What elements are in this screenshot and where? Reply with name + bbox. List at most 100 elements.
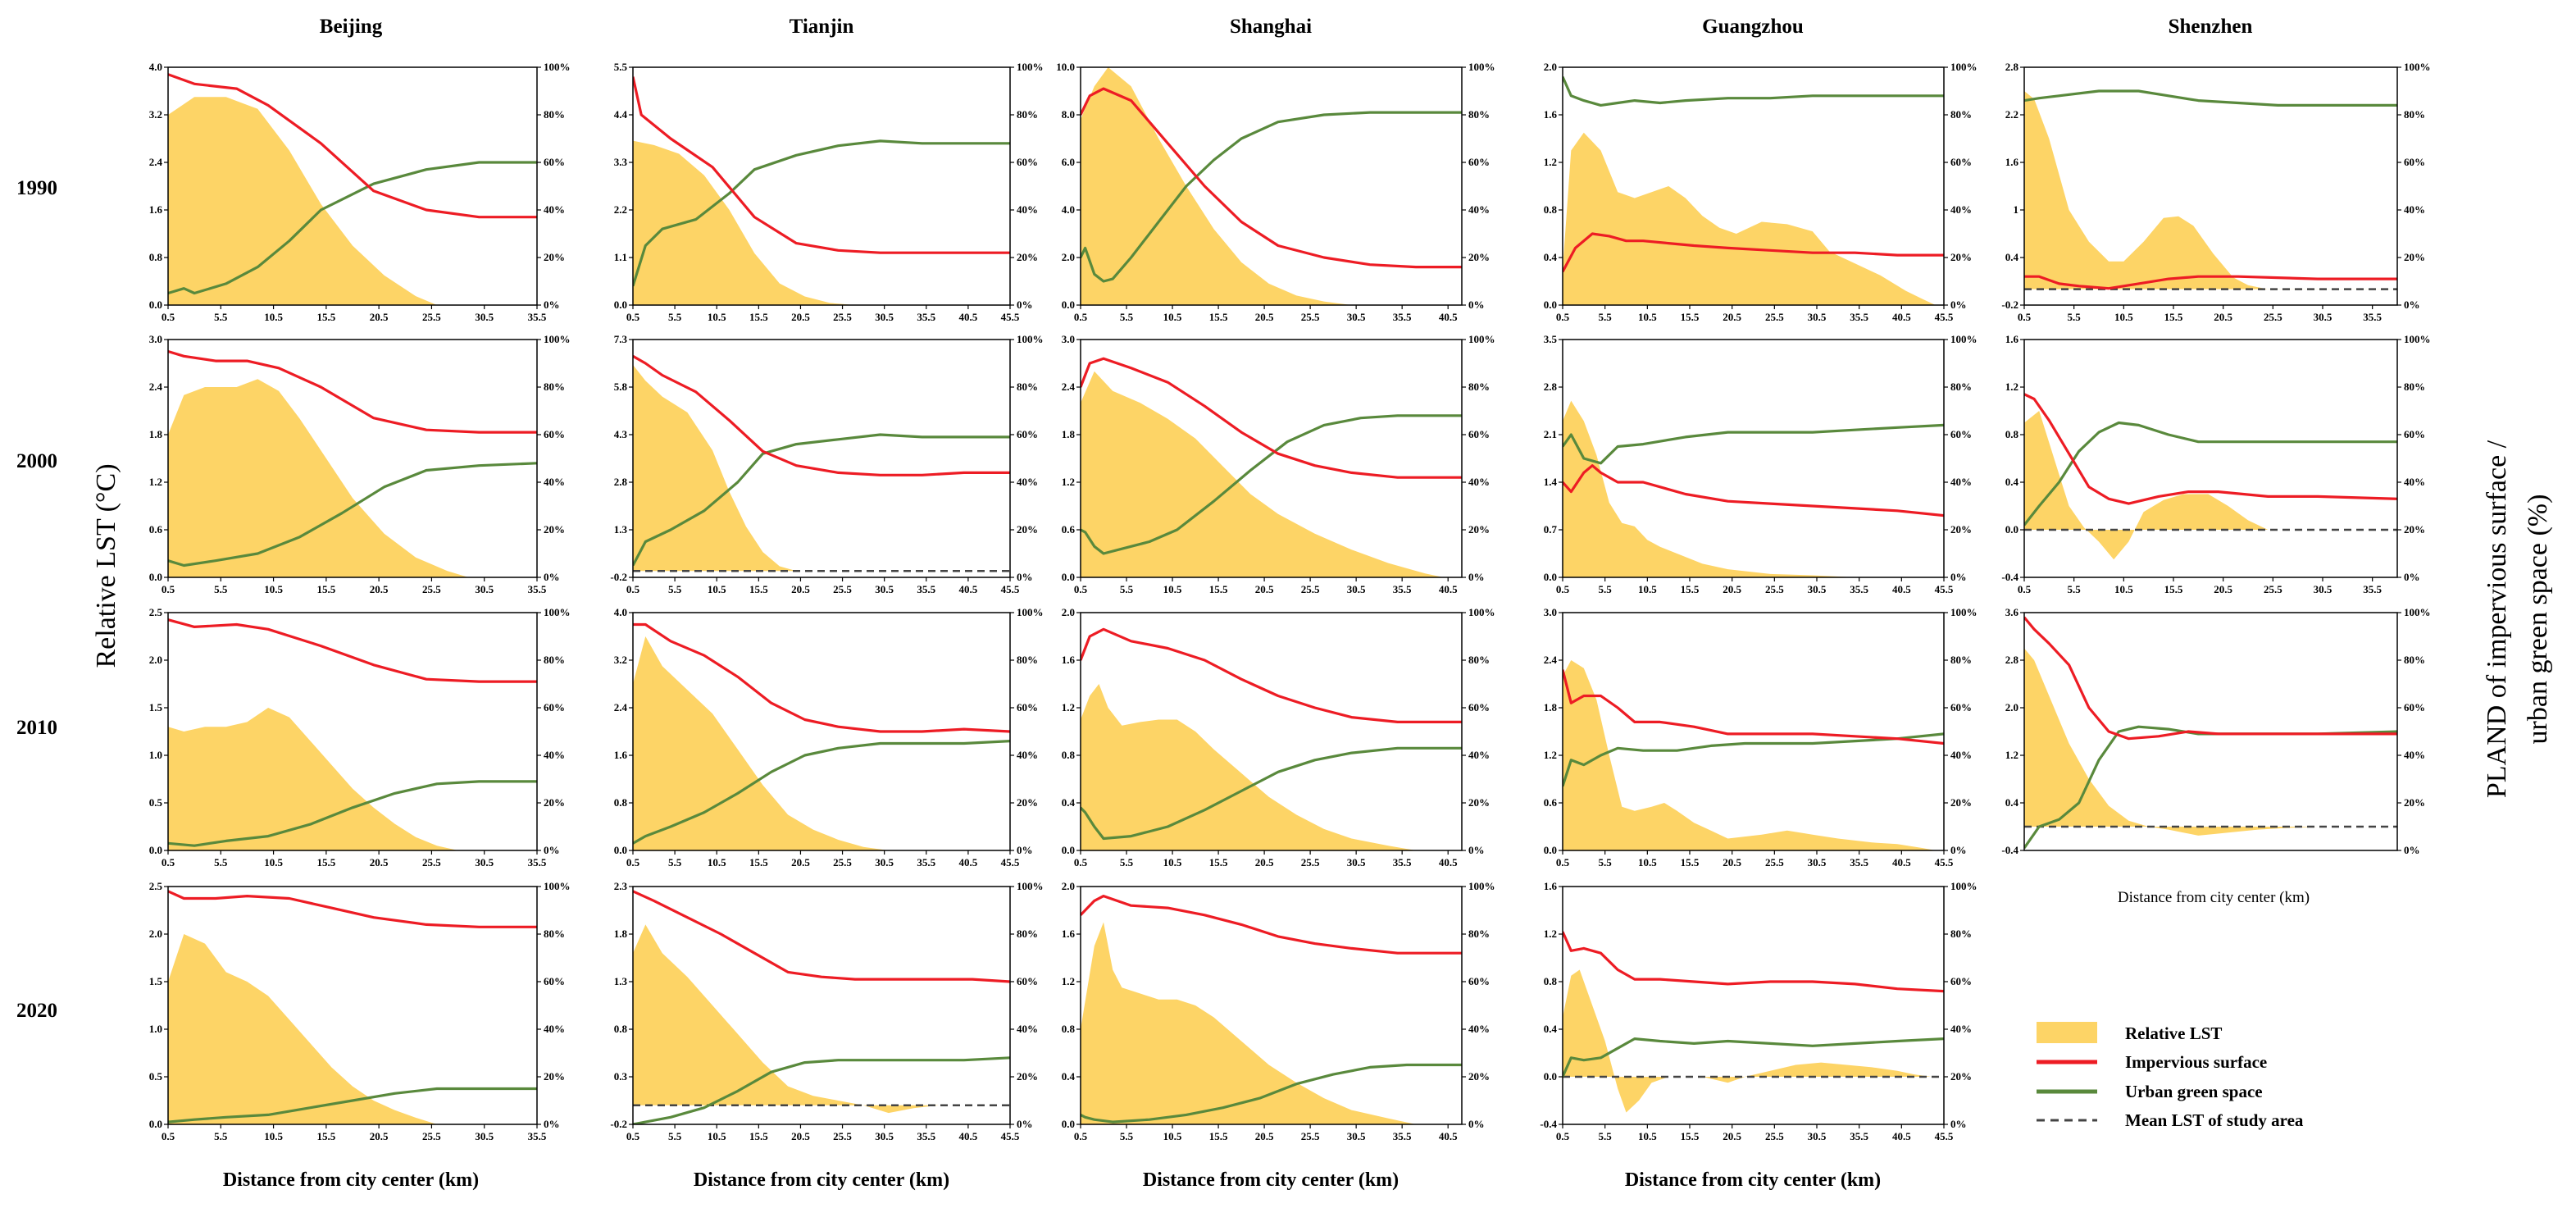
ytick-label: 0.6 <box>1544 796 1558 809</box>
rtick-label: 0% <box>544 844 560 856</box>
ytick-label: 1.0 <box>149 1023 162 1035</box>
rtick-label: 0% <box>1950 299 1967 311</box>
panel-tianjin-2020: -0.2 0.3 0.8 1.3 1.8 2.3 0% 20% 40% 60% 80% 100% 0.5… <box>610 880 1043 1142</box>
year-label-2020: 2020 <box>16 1000 57 1022</box>
xtick-label: 5.5 <box>1120 856 1134 868</box>
plot-area-beijing-2020 <box>168 890 537 1124</box>
xtick-label: 15.5 <box>749 583 768 595</box>
xtick-label: 35.5 <box>1850 311 1868 323</box>
green-line-tianjin-2020 <box>633 1056 1010 1124</box>
xtick-label: 25.5 <box>1765 1130 1784 1142</box>
lst-area-beijing-2020 <box>168 934 537 1124</box>
ytick-label: 2.2 <box>614 203 627 216</box>
ytick-label: 0.0 <box>1544 299 1557 311</box>
ytick-label: 1.5 <box>149 701 163 713</box>
rtick-label: 100% <box>544 333 571 345</box>
city-title-shenzhen: Shenzhen <box>2169 16 2253 38</box>
lst-area-guangzhou-2000 <box>1563 400 1944 577</box>
xtick-label: 0.5 <box>162 856 175 868</box>
xtick-label: 35.5 <box>528 856 547 868</box>
rtick-label: 20% <box>1468 796 1490 809</box>
xtick-label: 25.5 <box>833 311 852 323</box>
rtick-label: 40% <box>1017 749 1038 761</box>
xtick-label: 20.5 <box>1723 311 1741 323</box>
xtick-label: 30.5 <box>475 311 494 323</box>
ytick-label: 2.4 <box>149 381 163 393</box>
rtick-label: 0% <box>1468 571 1485 583</box>
xtick-label: 10.5 <box>1638 856 1657 868</box>
panel-beijing-2010: 0.00.51.01.52.02.50%20%40%60%80%100%0.5 5… <box>149 606 571 868</box>
panel-shenzhen-1990: -0.2 0.4 1 1.6 2.2 2.8 0% 20% 40% 60% 80% 100% 0.5 5.… <box>2001 61 2430 323</box>
xtick-label: 10.5 <box>1638 1130 1657 1142</box>
ytick-label: 1.5 <box>149 975 163 987</box>
xtick-label: 35.5 <box>1850 583 1868 595</box>
ytick-label: 0.4 <box>1544 1023 1558 1035</box>
frame-shenzhen-1990 <box>2023 66 2398 306</box>
rtick-label: 20% <box>1017 1070 1038 1083</box>
year-labels: 1990 2000 2010 2020 <box>16 177 57 1022</box>
xtick-label: 20.5 <box>1255 1130 1274 1142</box>
rtick-label: 40% <box>2404 476 2425 488</box>
impervious-line-tianjin-1990 <box>633 76 1010 254</box>
ytick-label: 0.8 <box>1062 749 1076 761</box>
ytick-label: 2.5 <box>149 606 163 618</box>
xtick-label: 25.5 <box>1301 856 1320 868</box>
ytick-label: 0.4 <box>2005 251 2019 263</box>
panel-beijing-2000: 0.0 0.6 1.2 1.8 2.4 3.0 0% 20% 40% 60% 80% 100% 0.5 5… <box>149 333 571 595</box>
xtick-label: 5.5 <box>668 1130 682 1142</box>
city-title-shanghai: Shanghai <box>1230 16 1312 38</box>
ytick-label: 1.2 <box>1544 156 1557 168</box>
rtick-label: 0% <box>1017 299 1033 311</box>
legend-label-green: Urban green space <box>2125 1082 2263 1101</box>
rtick-label: 20% <box>1017 796 1038 809</box>
ytick-label: 1.2 <box>1062 975 1075 987</box>
xtick-label: 45.5 <box>1001 856 1020 868</box>
ytick-label: 8.0 <box>1062 108 1075 121</box>
ytick-label: 0.0 <box>149 1118 162 1130</box>
xtick-label: 35.5 <box>1393 1130 1412 1142</box>
rtick-label: 60% <box>544 701 565 713</box>
ytick-label: 1.8 <box>614 928 628 940</box>
rtick-label: 0% <box>2404 571 2420 583</box>
impervious-line-beijing-2000 <box>168 349 537 434</box>
rtick-label: 40% <box>544 1023 565 1035</box>
legend-label-mean: Mean LST of study area <box>2125 1110 2304 1130</box>
xtick-label: 40.5 <box>959 311 978 323</box>
frame-guangzhou-2000 <box>1562 339 1945 578</box>
ytick-label: -0.2 <box>2001 299 2018 311</box>
x-axis-label-tianjin: Distance from city center (km) <box>694 1169 949 1191</box>
frame-beijing-2000 <box>167 339 538 578</box>
ytick-label: 4.4 <box>614 108 628 121</box>
rtick-label: 60% <box>1950 156 1972 168</box>
xtick-label: 25.5 <box>422 311 441 323</box>
xtick-label: 35.5 <box>528 311 547 323</box>
rtick-label: 60% <box>2404 156 2425 168</box>
ytick-label: 6.0 <box>1062 156 1075 168</box>
xtick-label: 0.5 <box>626 1130 640 1142</box>
frame-shanghai-2020 <box>1080 886 1463 1125</box>
xtick-label: 15.5 <box>1209 856 1228 868</box>
lst-area-tianjin-1990 <box>633 140 1010 305</box>
panel-shanghai-1990: 0.0 2.0 4.0 6.0 8.0 10.0 0% 20% 40% 60% 80% 100% 0.5… <box>1056 61 1495 323</box>
panel-guangzhou-2010: 0.0 0.6 1.2 1.8 2.4 3.0 0% 20% 40% 60% 80% 100% 0.5 5… <box>1544 606 1978 868</box>
xtick-label: 25.5 <box>1301 1130 1320 1142</box>
xtick-label: 35.5 <box>1393 311 1412 323</box>
year-label-2010: 2010 <box>16 717 57 739</box>
rtick-label: 40% <box>544 476 565 488</box>
xtick-label: 5.5 <box>1599 311 1613 323</box>
xtick-label: 25.5 <box>1301 583 1320 595</box>
ytick-label: 1.8 <box>1062 428 1076 440</box>
rtick-label: 60% <box>1468 975 1490 987</box>
ytick-label: 0.0 <box>149 299 162 311</box>
impervious-line-shanghai-2000 <box>1081 357 1462 479</box>
rtick-label: 100% <box>2404 333 2431 345</box>
xtick-label: 40.5 <box>959 583 978 595</box>
lst-area-guangzhou-2010 <box>1563 660 1936 850</box>
rtick-label: 80% <box>1950 108 1972 121</box>
xtick-label: 35.5 <box>1393 856 1412 868</box>
xtick-label: 10.5 <box>264 311 283 323</box>
rtick-label: 0% <box>544 571 560 583</box>
plot-area-guangzhou-1990 <box>1563 75 1944 305</box>
xtick-label: 5.5 <box>668 311 682 323</box>
rtick-label: 60% <box>1017 975 1038 987</box>
